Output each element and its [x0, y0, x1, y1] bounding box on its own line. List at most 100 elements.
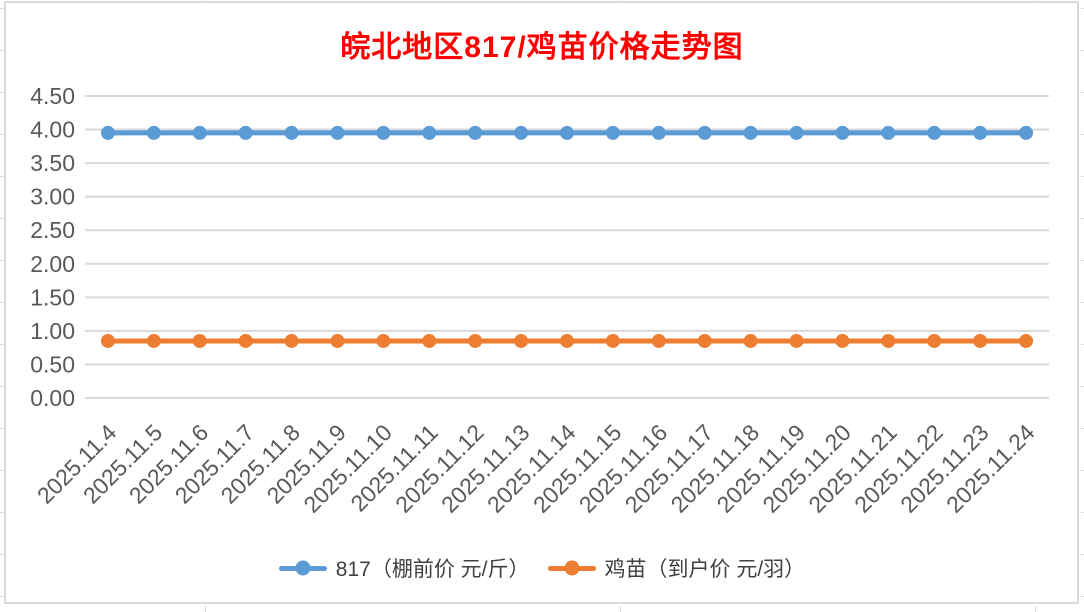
- spreadsheet-gridline-stub: [0, 134, 4, 135]
- spreadsheet-gridline-stub: [1081, 218, 1084, 219]
- data-point[interactable]: [743, 125, 758, 140]
- legend-label-817: 817（棚前价 元/斤）: [335, 558, 530, 581]
- data-point[interactable]: [697, 333, 712, 348]
- spreadsheet-gridline-stub: [0, 470, 4, 471]
- y-tick-label: 0.50: [30, 351, 75, 377]
- legend-label-jimiao: 鸡苗（到户价 元/羽）: [604, 558, 806, 581]
- spreadsheet-gridline-stub: [1081, 470, 1084, 471]
- data-point[interactable]: [651, 333, 666, 348]
- spreadsheet-gridline-stub: [205, 606, 206, 612]
- spreadsheet-gridline-stub: [205, 0, 206, 2]
- legend-dot-817-icon: [295, 560, 311, 576]
- spreadsheet-gridline-stub: [1081, 554, 1084, 555]
- legend-item-jimiao[interactable]: 鸡苗（到户价 元/羽）: [547, 553, 806, 583]
- spreadsheet-gridline-stub: [0, 302, 4, 303]
- spreadsheet-gridline-stub: [1081, 92, 1084, 93]
- spreadsheet-gridline-stub: [620, 606, 621, 612]
- data-point[interactable]: [514, 333, 529, 348]
- data-point[interactable]: [651, 125, 666, 140]
- spreadsheet-gridline-stub: [1081, 260, 1084, 261]
- data-point[interactable]: [192, 333, 207, 348]
- y-tick-label: 0.00: [30, 385, 75, 411]
- data-point[interactable]: [376, 333, 391, 348]
- spreadsheet-gridline-stub: [0, 554, 4, 555]
- y-tick-label: 3.50: [30, 150, 75, 176]
- y-tick-label: 1.50: [30, 284, 75, 310]
- data-point[interactable]: [468, 333, 483, 348]
- spreadsheet-gridline-stub: [0, 344, 4, 345]
- data-point[interactable]: [835, 125, 850, 140]
- legend-marker-jimiao-icon: [547, 560, 596, 576]
- spreadsheet-gridline-stub: [1081, 596, 1084, 597]
- y-tick-label: 2.00: [30, 251, 75, 277]
- data-point[interactable]: [146, 333, 161, 348]
- data-point[interactable]: [927, 125, 942, 140]
- y-tick-label: 3.00: [30, 184, 75, 210]
- y-tick-label: 2.50: [30, 217, 75, 243]
- data-point[interactable]: [560, 125, 574, 140]
- data-point[interactable]: [697, 125, 712, 140]
- data-point[interactable]: [238, 125, 253, 140]
- spreadsheet-gridline-stub: [1081, 344, 1084, 345]
- spreadsheet-gridline-stub: [1081, 176, 1084, 177]
- data-point[interactable]: [1019, 333, 1034, 348]
- spreadsheet-gridline-stub: [1081, 8, 1084, 9]
- spreadsheet-gridline-stub: [0, 596, 4, 597]
- data-point[interactable]: [560, 333, 574, 348]
- y-tick-label: 4.00: [30, 117, 75, 143]
- data-point[interactable]: [927, 333, 942, 348]
- spreadsheet-gridline-stub: [1081, 386, 1084, 387]
- data-point[interactable]: [514, 125, 529, 140]
- data-point[interactable]: [973, 333, 988, 348]
- data-point[interactable]: [376, 125, 391, 140]
- spreadsheet-gridline-stub: [0, 428, 4, 429]
- spreadsheet-gridline-stub: [0, 8, 4, 9]
- data-point[interactable]: [789, 125, 804, 140]
- data-point[interactable]: [284, 333, 299, 348]
- spreadsheet-gridline-stub: [1035, 606, 1036, 612]
- spreadsheet-gridline-stub: [0, 92, 4, 93]
- legend-item-817[interactable]: 817（棚前价 元/斤）: [278, 553, 530, 583]
- data-point[interactable]: [238, 333, 253, 348]
- data-point[interactable]: [605, 333, 620, 348]
- data-point[interactable]: [330, 333, 345, 348]
- chart-object[interactable]: [4, 1, 1079, 604]
- data-point[interactable]: [100, 333, 115, 348]
- data-point[interactable]: [973, 125, 988, 140]
- data-point[interactable]: [468, 125, 483, 140]
- spreadsheet-gridline-stub: [1035, 0, 1036, 2]
- data-point[interactable]: [743, 333, 758, 348]
- spreadsheet-gridline-stub: [1081, 428, 1084, 429]
- data-point[interactable]: [881, 333, 896, 348]
- data-point[interactable]: [422, 333, 437, 348]
- y-tick-label: 4.50: [30, 83, 75, 109]
- spreadsheet-gridline-stub: [0, 50, 4, 51]
- data-point[interactable]: [146, 125, 161, 140]
- data-point[interactable]: [1019, 125, 1034, 140]
- spreadsheet-gridline-stub: [0, 260, 4, 261]
- spreadsheet-gridline-stub: [0, 218, 4, 219]
- spreadsheet-gridline-stub: [0, 512, 4, 513]
- data-point[interactable]: [284, 125, 299, 140]
- data-point[interactable]: [422, 125, 437, 140]
- legend: 817（棚前价 元/斤） 鸡苗（到户价 元/羽）: [0, 550, 1084, 586]
- data-point[interactable]: [100, 125, 115, 140]
- chart-title: 皖北地区817/鸡苗价格走势图: [340, 31, 744, 64]
- data-point[interactable]: [605, 125, 620, 140]
- spreadsheet-gridline-stub: [0, 386, 4, 387]
- spreadsheet-gridline-stub: [0, 176, 4, 177]
- data-point[interactable]: [330, 125, 345, 140]
- spreadsheet-gridline-stub: [1081, 302, 1084, 303]
- data-point[interactable]: [881, 125, 896, 140]
- legend-dot-jimiao-icon: [564, 560, 580, 576]
- spreadsheet-gridline-stub: [620, 0, 621, 2]
- data-point[interactable]: [192, 125, 207, 140]
- spreadsheet-gridline-stub: [1081, 512, 1084, 513]
- y-tick-label: 1.00: [30, 318, 75, 344]
- legend-marker-817-icon: [278, 560, 327, 576]
- spreadsheet-gridline-stub: [1081, 134, 1084, 135]
- data-point[interactable]: [789, 333, 804, 348]
- data-point[interactable]: [835, 333, 850, 348]
